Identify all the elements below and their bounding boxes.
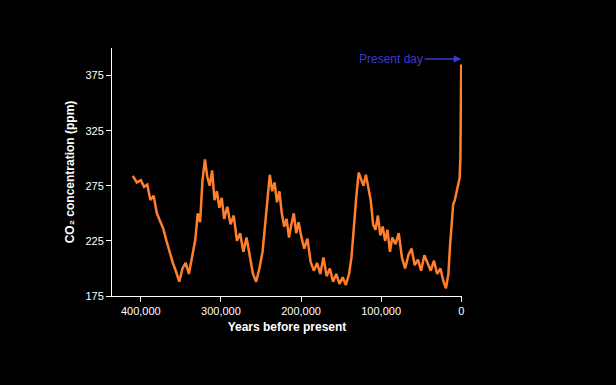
svg-text:200,000: 200,000 xyxy=(281,305,321,317)
svg-text:0: 0 xyxy=(458,305,464,317)
svg-text:325: 325 xyxy=(85,125,103,137)
svg-text:Present day: Present day xyxy=(359,52,423,66)
svg-text:300,000: 300,000 xyxy=(201,305,241,317)
svg-text:225: 225 xyxy=(85,235,103,247)
svg-text:175: 175 xyxy=(85,290,103,302)
svg-text:400,000: 400,000 xyxy=(121,305,161,317)
svg-text:275: 275 xyxy=(85,180,103,192)
svg-text:Years before present: Years before present xyxy=(228,320,347,334)
svg-text:100,000: 100,000 xyxy=(361,305,401,317)
svg-text:375: 375 xyxy=(85,69,103,81)
svg-text:CO₂ concentration (ppm): CO₂ concentration (ppm) xyxy=(63,101,77,244)
